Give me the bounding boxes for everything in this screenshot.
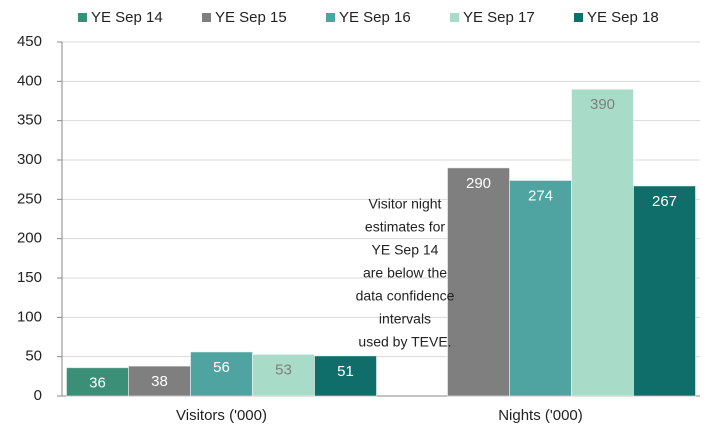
y-tick-label: 300 bbox=[17, 151, 42, 168]
legend-swatch bbox=[326, 13, 335, 22]
x-tick-label: Nights ('000) bbox=[498, 407, 583, 424]
y-tick-label: 350 bbox=[17, 112, 42, 129]
data-label: 290 bbox=[466, 175, 491, 192]
bar bbox=[314, 355, 377, 397]
annotation: YE Sep 14 bbox=[372, 242, 439, 258]
y-tick-label: 150 bbox=[17, 269, 42, 286]
data-label: 56 bbox=[213, 359, 230, 376]
annotation: data confidence bbox=[356, 288, 455, 304]
y-tick-label: 450 bbox=[17, 33, 42, 50]
data-label: 36 bbox=[89, 375, 106, 392]
annotation: are below the bbox=[363, 265, 447, 281]
legend-swatch bbox=[574, 13, 583, 22]
data-label: 274 bbox=[528, 187, 553, 204]
bar bbox=[66, 367, 129, 397]
bar bbox=[190, 351, 253, 397]
annotation: used by TEVE. bbox=[358, 334, 451, 350]
y-tick-label: 400 bbox=[17, 72, 42, 89]
annotation: intervals bbox=[379, 311, 431, 327]
bar bbox=[509, 179, 572, 397]
legend-label: YE Sep 14 bbox=[91, 9, 163, 26]
bar bbox=[252, 353, 315, 397]
y-tick-label: 200 bbox=[17, 230, 42, 247]
data-label: 51 bbox=[337, 363, 354, 380]
annotation: Visitor night bbox=[369, 196, 442, 212]
legend-swatch bbox=[202, 13, 211, 22]
bar bbox=[571, 88, 634, 397]
x-tick-label: Visitors ('000) bbox=[176, 407, 267, 424]
data-label: 390 bbox=[590, 96, 615, 113]
legend-swatch bbox=[78, 13, 87, 22]
data-label: 53 bbox=[275, 361, 292, 378]
bar bbox=[128, 365, 191, 397]
data-label: 267 bbox=[652, 193, 677, 210]
legend-label: YE Sep 15 bbox=[215, 9, 287, 26]
bar bbox=[633, 185, 696, 397]
legend-swatch bbox=[450, 13, 459, 22]
data-label: 38 bbox=[151, 373, 168, 390]
legend-label: YE Sep 18 bbox=[587, 9, 659, 26]
annotation: estimates for bbox=[365, 219, 445, 235]
legend-label: YE Sep 17 bbox=[463, 9, 535, 26]
bar bbox=[447, 167, 510, 397]
y-tick-label: 50 bbox=[25, 348, 42, 365]
y-tick-label: 250 bbox=[17, 190, 42, 207]
y-tick-label: 100 bbox=[17, 308, 42, 325]
legend-label: YE Sep 16 bbox=[339, 9, 411, 26]
y-tick-label: 0 bbox=[34, 387, 42, 404]
